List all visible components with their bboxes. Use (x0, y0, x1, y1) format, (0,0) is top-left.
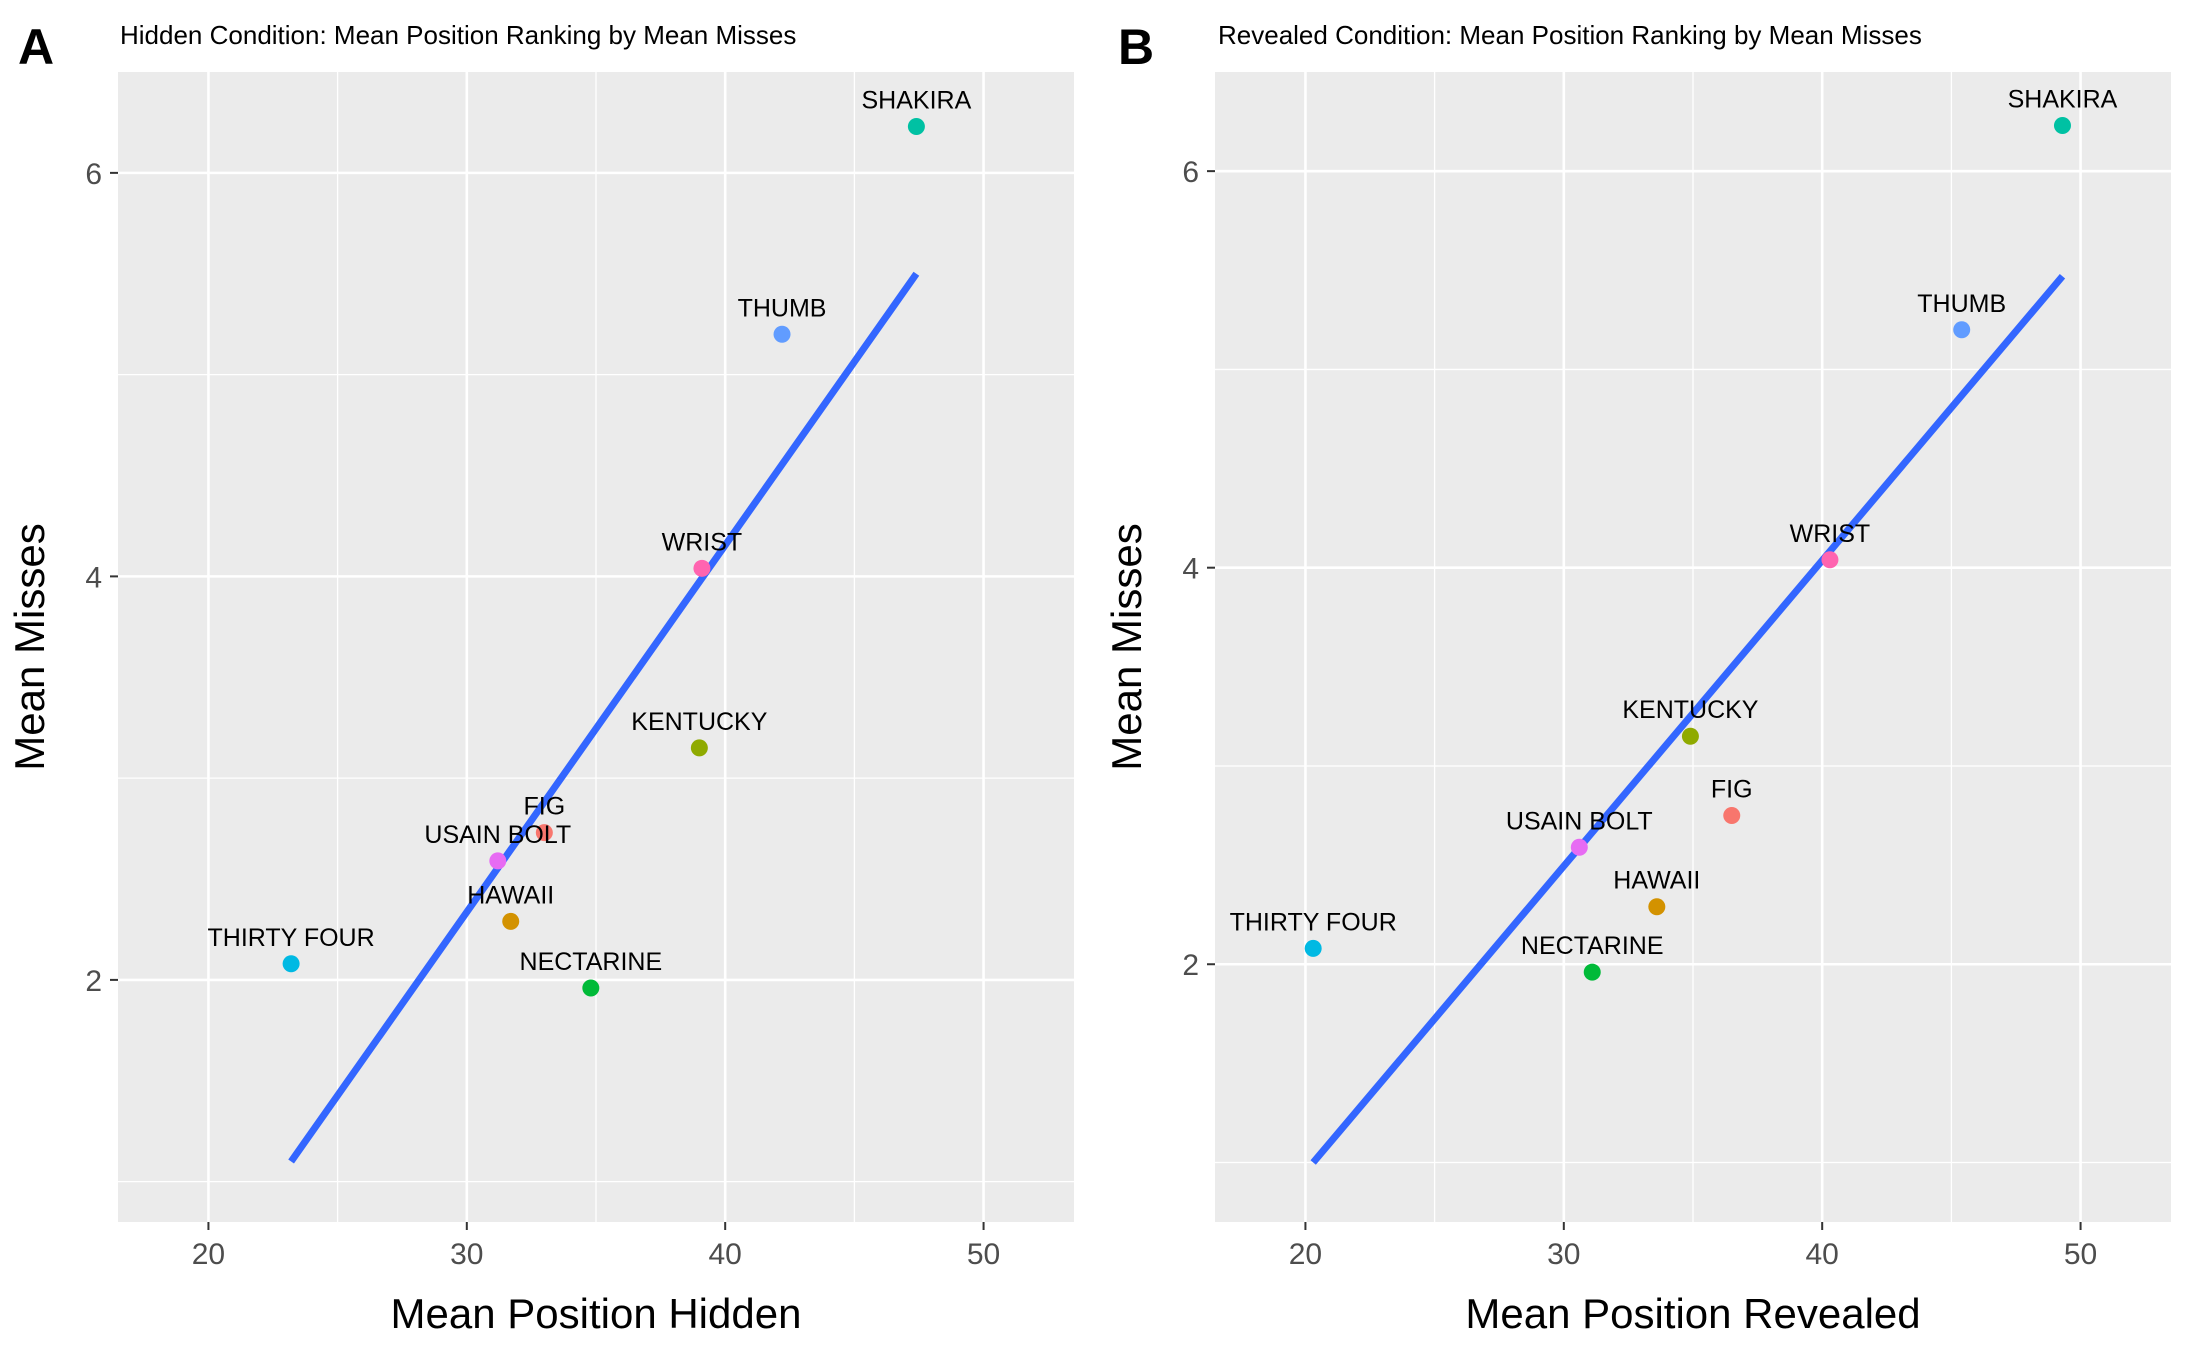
y-axis-title: Mean Misses (6, 523, 53, 770)
data-label-thirty-four: THIRTY FOUR (208, 924, 375, 952)
panel-a: 20 30 40 50 2 4 6 SHAKIRA THUMB WRIST KENTUCKY FIGU… (6, 19, 1074, 1337)
data-label-nectarine: NECTARINE (1521, 932, 1664, 960)
data-point-usain-bolt (489, 852, 507, 870)
y-axis-title: Mean Misses (1103, 523, 1150, 770)
y-tick-label: 6 (85, 158, 102, 191)
panel-letter: B (1118, 19, 1154, 75)
y-tick-label: 2 (1182, 949, 1199, 982)
y-tick-label: 4 (1182, 553, 1199, 586)
data-point-shakira (907, 117, 925, 135)
data-point-thirty-four (1304, 939, 1322, 957)
data-label-hawaii: HAWAII (467, 881, 554, 909)
data-label-hawaii: HAWAII (1613, 867, 1700, 895)
data-point-nectarine (582, 979, 600, 997)
y-tick-label: 4 (85, 561, 102, 594)
data-label-kentucky: KENTUCKY (1622, 696, 1758, 724)
data-point-hawaii (1648, 898, 1666, 916)
data-label-shakira: SHAKIRA (862, 86, 972, 114)
data-point-nectarine (1583, 963, 1601, 981)
x-axis-title: Mean Position Hidden (391, 1290, 802, 1337)
data-point-kentucky (1681, 727, 1699, 745)
data-point-shakira (2053, 117, 2071, 135)
data-point-kentucky (690, 739, 708, 757)
data-point-thirty-four (282, 955, 300, 973)
panel-letter: A (18, 19, 54, 75)
x-tick-label: 40 (1806, 1238, 1839, 1271)
data-label-thumb: THUMB (1917, 290, 2006, 318)
data-point-fig (1723, 807, 1741, 825)
data-label-usain-bolt: USAIN BOLT (1506, 807, 1653, 835)
data-label-usain-bolt: USAIN BOLT (424, 821, 571, 849)
data-label-thumb: THUMB (738, 294, 827, 322)
y-tick-label: 2 (85, 965, 102, 998)
data-label-nectarine: NECTARINE (520, 948, 663, 976)
data-point-fig (535, 824, 553, 842)
chart-title: Hidden Condition: Mean Position Ranking … (120, 20, 796, 50)
data-point-wrist (1821, 551, 1839, 569)
data-label-thirty-four: THIRTY FOUR (1230, 908, 1397, 936)
panel-b: 20 30 40 50 2 4 6 SHAKIRA THUMB WRIST KENTUCKY FIG U… (1103, 19, 2171, 1337)
x-tick-label: 20 (1289, 1238, 1322, 1271)
x-tick-label: 20 (192, 1238, 225, 1271)
data-label-wrist: WRIST (1790, 520, 1871, 548)
data-point-thumb (1953, 321, 1971, 339)
chart-title: Revealed Condition: Mean Position Rankin… (1218, 20, 1922, 50)
data-point-wrist (693, 559, 711, 577)
data-point-thumb (773, 325, 791, 343)
data-label-kentucky: KENTUCKY (631, 708, 767, 736)
fit-line (1310, 273, 2066, 1165)
data-label-fig: FIG (523, 793, 565, 821)
data-label-shakira: SHAKIRA (2008, 86, 2118, 114)
data-label-wrist: WRIST (662, 528, 743, 556)
x-tick-label: 50 (2064, 1238, 2097, 1271)
fit-line (288, 271, 920, 1164)
y-tick-label: 6 (1182, 156, 1199, 189)
x-tick-label: 50 (967, 1238, 1000, 1271)
x-tick-label: 30 (1547, 1238, 1580, 1271)
x-tick-label: 30 (450, 1238, 483, 1271)
x-axis-title: Mean Position Revealed (1465, 1290, 1920, 1337)
x-tick-label: 40 (709, 1238, 742, 1271)
data-point-usain-bolt (1570, 838, 1588, 856)
data-label-fig: FIG (1711, 776, 1753, 804)
data-point-hawaii (502, 912, 520, 930)
